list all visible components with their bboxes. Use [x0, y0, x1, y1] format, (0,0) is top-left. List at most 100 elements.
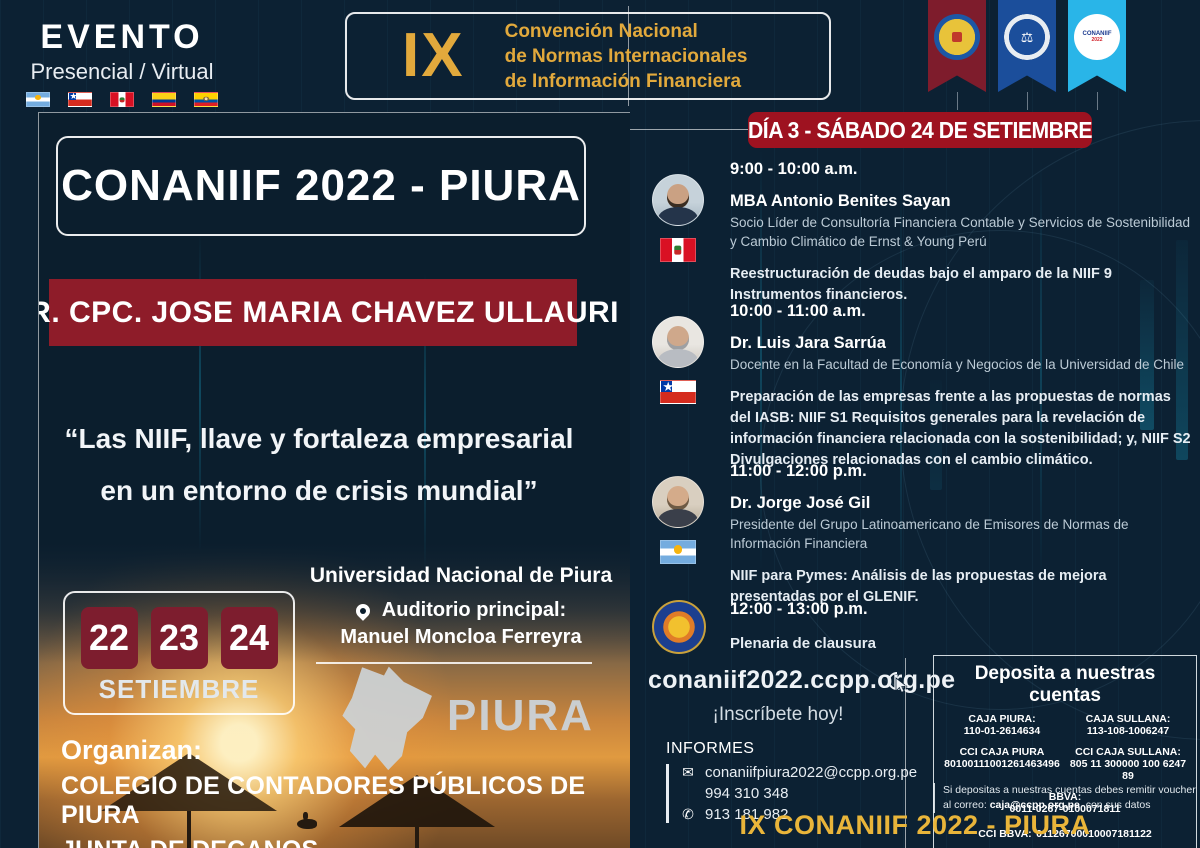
session-speaker: MBA Antonio Benites Sayan — [730, 192, 951, 210]
junta-decanos-emblem-icon: ⚖ — [1004, 14, 1050, 60]
session-content: 10:00 - 11:00 a.m. Dr. Luis Jara Sarrúa … — [730, 302, 1192, 471]
dates-row: 22 23 24 — [65, 607, 293, 669]
badge-drop-line — [1097, 92, 1098, 110]
event-mode-label: Presencial / Virtual — [30, 59, 214, 84]
horse-rider-silhouette — [297, 812, 317, 829]
conaniif-logo-icon: CONANIIF 2022 — [1074, 14, 1120, 60]
colegio-contadores-badge — [928, 0, 986, 92]
convention-title-box: IX Convención Nacional de Normas Interna… — [345, 12, 831, 100]
location-pin-icon — [352, 600, 373, 621]
account-entry: BBVA: 0011-0267-0100071811 — [1009, 791, 1121, 815]
convention-title: Convención Nacional de Normas Internacio… — [505, 19, 748, 94]
argentina-flag-icon — [660, 540, 696, 564]
venue-auditorium-row: Auditorio principal: — [301, 599, 621, 622]
venue-auditorium-name: Manuel Moncloa Ferreyra — [340, 626, 582, 648]
venue-auditorium-label: Auditorio principal: — [381, 599, 567, 621]
account-entry: CCI CAJA SULLANA: 805 11 300000 100 6247… — [1069, 746, 1187, 782]
event-label: EVENTO — [40, 18, 204, 56]
contact-label: INFORMES — [666, 740, 755, 757]
schedule-item-1: 9:00 - 10:00 a.m. MBA Antonio Benites Sa… — [652, 160, 1192, 306]
contact-whatsapp-row: ✆ 913 181 982 — [679, 806, 917, 823]
dates-month: SETIEMBRE — [98, 674, 260, 704]
contact-block: INFORMES ✉ conaniifpiura2022@ccpp.org.pe… — [666, 740, 917, 823]
institution-badges: ⚖ CONANIIF 2022 — [928, 0, 1126, 92]
schedule-item-2: 10:00 - 11:00 a.m. Dr. Luis Jara Sarrúa … — [652, 302, 1192, 471]
session-content: 11:00 - 12:00 p.m. Dr. Jorge José Gil Pr… — [730, 462, 1192, 608]
colegio-contadores-emblem-icon — [652, 600, 706, 654]
session-topic: Preparación de las empresas frente a las… — [730, 388, 1191, 468]
conference-name-box: CONANIIF 2022 - PIURA — [56, 136, 586, 236]
schedule-item-4: 12:00 - 13:00 p.m. Plenaria de clausura — [652, 600, 1192, 655]
speaker-photo — [652, 316, 704, 368]
top-bar: EVENTO Presencial / Virtual IX Convenció… — [0, 0, 1200, 110]
organizer-2: JUNTA DE DECANOS — [61, 836, 630, 848]
main-panel: CONANIIF 2022 - PIURA DR. CPC. JOSE MARI… — [38, 112, 630, 848]
date-chip-24: 24 — [220, 607, 278, 669]
whatsapp-icon: ✆ — [682, 806, 694, 822]
speaker-rail — [652, 160, 730, 306]
session-time: 12:00 - 13:00 p.m. — [730, 600, 868, 618]
session-speaker-role: Socio Líder de Consultoría Financiera Co… — [730, 215, 1191, 249]
quote-line-1: “Las NIIF, llave y fortaleza empresarial — [64, 423, 574, 454]
session-content: 12:00 - 13:00 p.m. Plenaria de clausura — [730, 600, 1192, 655]
argentina-flag-icon — [26, 92, 50, 107]
keynote-speaker-name: DR. CPC. JOSE MARIA CHAVEZ ULLAURI — [38, 295, 620, 329]
organizers-block: Organizan: COLEGIO DE CONTADORES PÚBLICO… — [61, 735, 630, 848]
speaker-rail — [652, 462, 730, 608]
account-entry: CCI BBVA: 01126700010007181122 — [978, 828, 1152, 840]
session-speaker: Dr. Jorge José Gil — [730, 494, 871, 512]
conference-name: CONANIIF 2022 - PIURA — [61, 161, 581, 210]
session-time: 10:00 - 11:00 a.m. — [730, 302, 866, 320]
day-header: DÍA 3 - SÁBADO 24 DE SETIEMBRE — [747, 116, 1093, 143]
keynote-speaker-bar: DR. CPC. JOSE MARIA CHAVEZ ULLAURI — [39, 279, 619, 346]
colombia-flag-icon — [152, 92, 176, 107]
bank-accounts-grid: CAJA PIURA: 110-01-2614634 CAJA SULLANA:… — [942, 713, 1188, 842]
session-speaker-role: Presidente del Grupo Latinoamericano de … — [730, 517, 1129, 551]
speaker-photo — [652, 174, 704, 226]
title-line-1: Convención Nacional — [504, 20, 698, 42]
session-time: 11:00 - 12:00 p.m. — [730, 462, 867, 480]
region-name: PIURA — [447, 691, 594, 740]
title-line-2: de Normas Internacionales — [504, 45, 748, 67]
bottom-divider — [905, 658, 906, 848]
conaniif-logo-text: CONANIIF — [1082, 31, 1112, 37]
session-topic: NIIF para Pymes: Análisis de las propues… — [730, 567, 1107, 605]
voucher-note-email[interactable]: caja@ccpp.org.pe — [989, 799, 1080, 812]
contact-list: ✉ conaniifpiura2022@ccpp.org.pe 994 310 … — [666, 764, 917, 823]
session-topic: Plenaria de clausura — [730, 635, 876, 652]
day-badge-connector — [630, 129, 748, 130]
theme-quote: “Las NIIF, llave y fortaleza empresarial… — [39, 413, 599, 517]
peru-flag-icon — [660, 238, 696, 262]
website-link[interactable]: conaniif2022.ccpp.org.pe — [648, 666, 956, 694]
bank-accounts-title: Deposita a nuestras cuentas — [974, 663, 1156, 706]
organizer-1: COLEGIO DE CONTADORES PÚBLICOS DE PIURA — [61, 772, 586, 829]
badge-drop-line — [1027, 92, 1028, 110]
junta-decanos-badge: ⚖ — [998, 0, 1056, 92]
title-line-3: de Información Financiera — [504, 70, 742, 92]
session-speaker-role: Docente en la Facultad de Economía y Neg… — [730, 357, 1185, 372]
ecuador-flag-icon — [194, 92, 218, 107]
contact-email[interactable]: conaniifpiura2022@ccpp.org.pe — [705, 764, 918, 781]
register-cta: ¡Inscríbete hoy! — [712, 704, 844, 725]
speaker-rail — [652, 600, 730, 655]
venue-divider — [316, 662, 592, 664]
event-mode-block: EVENTO Presencial / Virtual — [22, 18, 222, 107]
date-chip-22: 22 — [80, 607, 138, 669]
contact-phone-row: 994 310 348 — [679, 785, 917, 802]
contact-phone[interactable]: 994 310 348 — [705, 785, 789, 802]
speaker-photo — [652, 476, 704, 528]
speaker-rail — [652, 302, 730, 471]
edition-numeral: IX — [402, 21, 465, 90]
venue-university: Universidad Nacional de Piura — [309, 564, 613, 587]
session-time: 9:00 - 10:00 a.m. — [730, 160, 858, 178]
account-entry: CAJA PIURA: 110-01-2614634 — [963, 713, 1041, 737]
session-speaker: Dr. Luis Jara Sarrúa — [730, 334, 886, 352]
top-divider — [628, 6, 629, 106]
event-dates-box: 22 23 24 SETIEMBRE — [63, 591, 295, 715]
account-entry: CCI CAJA PIURA 80100111001261463496 — [944, 746, 1060, 770]
footer-brand: IX CONANIIF 2022 - PIURA — [739, 810, 1091, 840]
badge-drop-line — [957, 92, 958, 110]
venue-block: Universidad Nacional de Piura Auditorio … — [301, 564, 621, 649]
contact-whatsapp[interactable]: 913 181 982 — [705, 806, 789, 823]
